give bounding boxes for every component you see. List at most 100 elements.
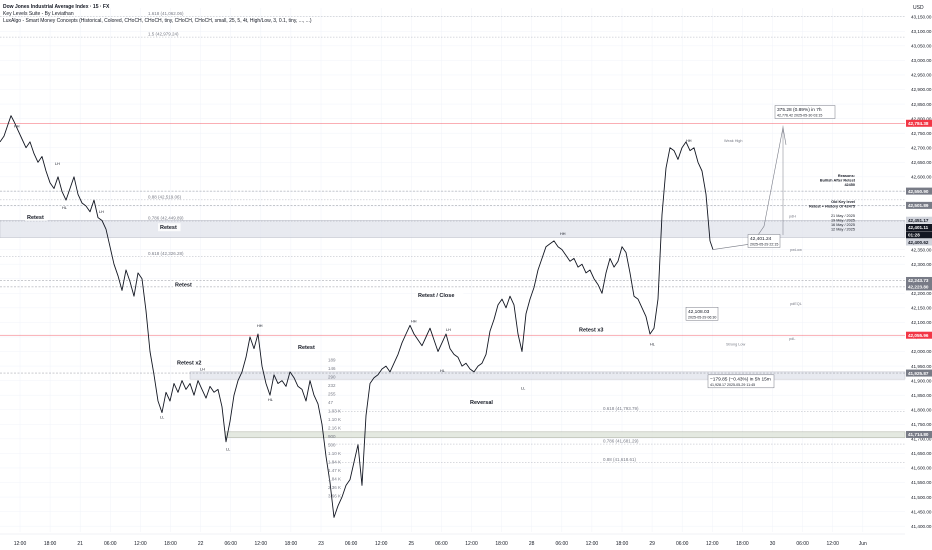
swing-label: HL	[650, 343, 655, 347]
retest-x3: Retest x3	[579, 327, 603, 333]
x-tick-label: 06:00	[676, 541, 689, 547]
y-tick-label: 42,850.00	[911, 102, 932, 107]
callout-low-box	[685, 307, 719, 321]
x-tick-label: 18:00	[495, 541, 508, 547]
retest-close: Retest / Close	[418, 293, 454, 299]
projection-path	[712, 127, 787, 250]
x-tick-label: 30	[770, 541, 776, 547]
volume-label: 232	[328, 383, 336, 388]
x-tick-label: 12:00	[586, 541, 599, 547]
x-tick-label: 06:00	[556, 541, 569, 547]
swing-labels: HH LH HL LH LL HH HL LL HH LH HL LL HH HH HL LH Weak Hig…	[14, 124, 802, 451]
y-tick-label: 41,600.00	[911, 466, 932, 471]
x-tick-label: 18:00	[616, 541, 629, 547]
volume-profile-labels: 189 146 290 232 255 47 1.03 K 1.10 K 2.16 K 900 50…	[328, 358, 341, 499]
price-badge: 42,223.80	[908, 285, 929, 290]
x-tick-label: 28	[529, 541, 535, 547]
x-tick-label: 18:00	[736, 541, 749, 547]
price-axis: 43,150.00 43,100.00 43,050.00 43,000.00 42,9…	[906, 14, 932, 529]
x-tick-label: 18:00	[285, 541, 298, 547]
y-tick-label: 42,200.00	[911, 291, 932, 296]
volume-label: 1.10 K	[328, 417, 341, 422]
y-tick-label: 41,650.00	[911, 451, 932, 456]
key-level-note: Retest + History Of 42475	[809, 205, 855, 209]
price-badge-bg	[906, 187, 932, 195]
volume-label: 3.66 K	[328, 494, 341, 499]
x-tick-label: 06:00	[435, 541, 448, 547]
x-tick-label: 06:00	[796, 541, 809, 547]
retest-1-bg	[25, 212, 48, 221]
x-tick-label: 29	[649, 541, 655, 547]
level-label: Strong Low	[726, 343, 745, 347]
chart-title: Dow Jones Industrial Average Index · 15 …	[3, 4, 110, 10]
key-level-note: Old Key level	[831, 200, 855, 204]
y-tick-label: 41,800.00	[911, 407, 932, 412]
x-tick-label: 23	[318, 541, 324, 547]
callout-top-box	[774, 105, 836, 119]
y-tick-label: 43,100.00	[911, 29, 932, 34]
price-badge: 42,400.62	[908, 240, 929, 245]
y-tick-label: 41,450.00	[911, 509, 932, 514]
price-badge-bg	[906, 216, 932, 224]
fib-0618-label: 0.618 (42,326.28)	[148, 251, 184, 256]
callout-bottom-line1: −179.85 (−0.43%) in 5h 15m	[710, 376, 771, 382]
time-axis: 12:00 18:00 21 06:00 12:00 18:00 22 06:00 12:00 1…	[0, 533, 905, 547]
volume-label: 1.84 K	[328, 477, 341, 482]
x-tick-label: 18:00	[164, 541, 177, 547]
price-badge: 42,550.90	[908, 189, 929, 194]
retest-3: Retest	[175, 283, 192, 289]
swing-label: LL	[521, 386, 525, 390]
price-badge-bg	[906, 231, 932, 239]
volume-label: 1.03 K	[328, 409, 341, 414]
retest-x2-bg	[175, 358, 207, 367]
swing-label: LH	[200, 367, 205, 371]
y-tick-label: 41,400.00	[911, 524, 932, 529]
x-tick-label: Jun	[859, 541, 867, 547]
volume-label: 1.47 K	[328, 468, 341, 473]
swing-label: LH	[446, 328, 451, 332]
y-tick-label: 41,750.00	[911, 422, 932, 427]
callout-low-line2: 2025-05-29 06:30	[688, 315, 716, 319]
x-tick-label: 06:00	[104, 541, 117, 547]
zones	[0, 220, 906, 438]
volume-label: 189	[328, 358, 336, 363]
swing-label: LL	[160, 415, 164, 419]
date-note: 16 May / 2025	[831, 223, 855, 227]
fib-levels: 1.618 (41,062.06) 1.5 (42,979.24) 0.88 (42…	[0, 11, 905, 463]
y-tick-label: 42,800.00	[911, 116, 932, 121]
date-note: 21 May / 2025	[831, 214, 855, 218]
reason-note: Bullish After Retest	[820, 178, 856, 182]
reason-note: Reasons:	[838, 174, 855, 178]
swing-label: LL	[226, 447, 230, 451]
level-label: pwLow	[790, 248, 802, 252]
retest-close-bg	[416, 290, 464, 299]
price-series	[0, 115, 714, 518]
fib-0786-label: 0.786 (42,449.89)	[148, 216, 184, 221]
indicator-2: LuxAlgo - Smart Money Concepts (Historic…	[3, 18, 312, 24]
volume-label: 1.10 K	[328, 451, 341, 456]
horizontal-lines	[0, 123, 905, 374]
price-badge-bg	[906, 201, 932, 209]
date-note: 12 May / 2025	[831, 228, 855, 232]
projection	[712, 125, 787, 250]
y-tick-label: 42,000.00	[911, 349, 932, 354]
retest-2: Retest	[160, 225, 177, 231]
price-badge: 01:28	[908, 232, 920, 237]
price-badge-bg	[906, 276, 932, 284]
swing-label: HH	[411, 319, 417, 323]
swing-label: HL	[62, 206, 67, 210]
volume-label: 2.16 K	[328, 426, 341, 431]
y-tick-label: 43,150.00	[911, 14, 932, 19]
retest-3-bg	[173, 280, 196, 289]
x-tick-label: 25	[409, 541, 415, 547]
zone-upper	[0, 220, 906, 238]
callout-mid-line1: 42,401.24	[750, 236, 772, 242]
price-badge: 42,401.11	[908, 225, 929, 230]
volume-label: 2.36 K	[328, 485, 341, 490]
y-tick-label: 41,500.00	[911, 495, 932, 500]
x-tick-label: 12:00	[826, 541, 839, 547]
price-badge: 42,055.96	[908, 333, 929, 338]
price-badge: 42,243.73	[908, 278, 929, 283]
